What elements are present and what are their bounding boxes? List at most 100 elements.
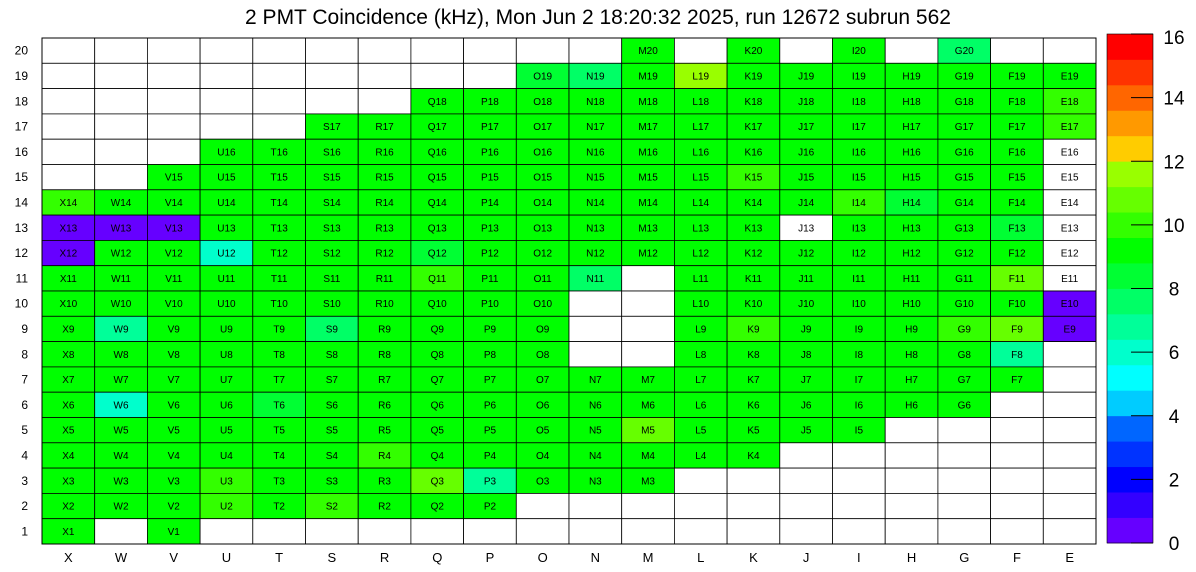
cell-label: S13 — [323, 223, 341, 234]
y-tick-label: 5 — [21, 423, 28, 437]
heatmap-cell — [199, 37, 254, 64]
heatmap-cell — [621, 518, 675, 545]
cell-label: F18 — [1008, 97, 1026, 108]
cell-label: Q7 — [431, 375, 445, 386]
cell-label: O8 — [536, 350, 550, 361]
y-tick-label: 18 — [15, 94, 29, 108]
cell-label: L14 — [692, 198, 709, 209]
heatmap-cell — [832, 113, 886, 140]
cell-label: Q12 — [428, 249, 447, 260]
heatmap-cell — [146, 315, 201, 342]
heatmap-cell — [94, 518, 148, 545]
cell-label: P4 — [484, 451, 497, 462]
cell-label: O15 — [533, 173, 552, 184]
cell-label: P3 — [484, 476, 497, 487]
heatmap-cell — [779, 417, 833, 444]
heatmap-cell — [937, 442, 992, 469]
heatmap-cell — [94, 341, 148, 368]
heatmap-cell — [937, 518, 992, 545]
cell-label: W9 — [114, 324, 129, 335]
heatmap-cell — [1042, 315, 1097, 342]
cell-label: K4 — [747, 451, 760, 462]
heatmap-cell — [41, 341, 96, 368]
heatmap-cell — [832, 239, 886, 267]
cell-label: W11 — [111, 274, 131, 285]
cell-label: T7 — [273, 375, 285, 386]
cell-label: P15 — [481, 173, 499, 184]
heatmap-cell — [674, 214, 728, 241]
heatmap-cell — [779, 492, 833, 520]
heatmap-cell — [410, 315, 464, 342]
heatmap-cell — [1042, 62, 1097, 89]
heatmap-cell — [1042, 265, 1097, 292]
heatmap-cell — [884, 467, 939, 494]
heatmap-cell — [305, 239, 359, 267]
heatmap-cell — [410, 467, 464, 494]
heatmap-cell — [357, 315, 412, 342]
cell-label: P6 — [484, 400, 497, 411]
colorbar-band — [1107, 313, 1153, 340]
heatmap-cell — [674, 366, 728, 393]
cell-label: J6 — [801, 400, 812, 411]
heatmap-cell — [832, 88, 886, 115]
colorbar-band — [1107, 110, 1153, 137]
heatmap-cell — [463, 290, 517, 317]
cell-label: U6 — [220, 400, 233, 411]
heatmap-cell — [937, 366, 992, 393]
heatmap-cell — [568, 62, 623, 89]
heatmap-cell — [621, 391, 675, 418]
heatmap-cell — [568, 265, 623, 292]
heatmap-cell — [357, 189, 412, 216]
colorbar-band — [1107, 161, 1153, 188]
cell-label: K7 — [747, 375, 760, 386]
heatmap-cell — [515, 138, 570, 165]
heatmap-cell — [1042, 37, 1097, 64]
cell-label: R7 — [378, 375, 391, 386]
cell-label: G6 — [958, 400, 972, 411]
heatmap-cell — [252, 37, 306, 64]
cell-label: Q10 — [428, 299, 447, 310]
colorbar-band — [1107, 415, 1153, 442]
cell-label: T12 — [271, 249, 289, 260]
cell-label: T4 — [273, 451, 285, 462]
cell-label: V10 — [165, 299, 183, 310]
cell-label: X1 — [62, 527, 75, 538]
cell-label: V14 — [165, 198, 183, 209]
heatmap-cell — [515, 290, 570, 317]
heatmap-cell — [199, 62, 254, 89]
cell-label: U10 — [217, 299, 236, 310]
heatmap-cell — [832, 467, 886, 494]
heatmap-cell — [674, 265, 728, 292]
cell-label: U5 — [220, 426, 233, 437]
heatmap-cell — [568, 164, 623, 191]
cell-label: J8 — [801, 350, 812, 361]
heatmap-cell — [146, 492, 201, 520]
cell-label: T8 — [273, 350, 285, 361]
cell-label: I12 — [852, 249, 866, 260]
heatmap-cell — [674, 290, 728, 317]
cell-label: U8 — [220, 350, 233, 361]
heatmap-cell — [990, 113, 1044, 140]
heatmap-cell — [568, 417, 623, 444]
cell-label: W5 — [114, 426, 129, 437]
cell-label: T13 — [271, 223, 289, 234]
colorbar-tick-label: 10 — [1163, 216, 1184, 237]
cell-label: W6 — [114, 400, 129, 411]
y-tick-label: 11 — [16, 271, 29, 285]
cell-label: E16 — [1061, 147, 1079, 158]
cell-label: Q6 — [431, 400, 445, 411]
cell-label: S14 — [323, 198, 341, 209]
cell-label: X8 — [62, 350, 75, 361]
heatmap-cell — [937, 164, 992, 191]
heatmap-cell — [515, 442, 570, 469]
cell-label: E9 — [1064, 324, 1077, 335]
heatmap-cell — [674, 467, 728, 494]
cell-label: T2 — [273, 502, 285, 513]
cell-label: F9 — [1011, 324, 1023, 335]
cell-label: S3 — [326, 476, 339, 487]
colorbar-band — [1107, 135, 1153, 162]
heatmap-cell — [832, 391, 886, 418]
y-tick-label: 17 — [15, 120, 29, 134]
heatmap-cell — [726, 467, 781, 494]
